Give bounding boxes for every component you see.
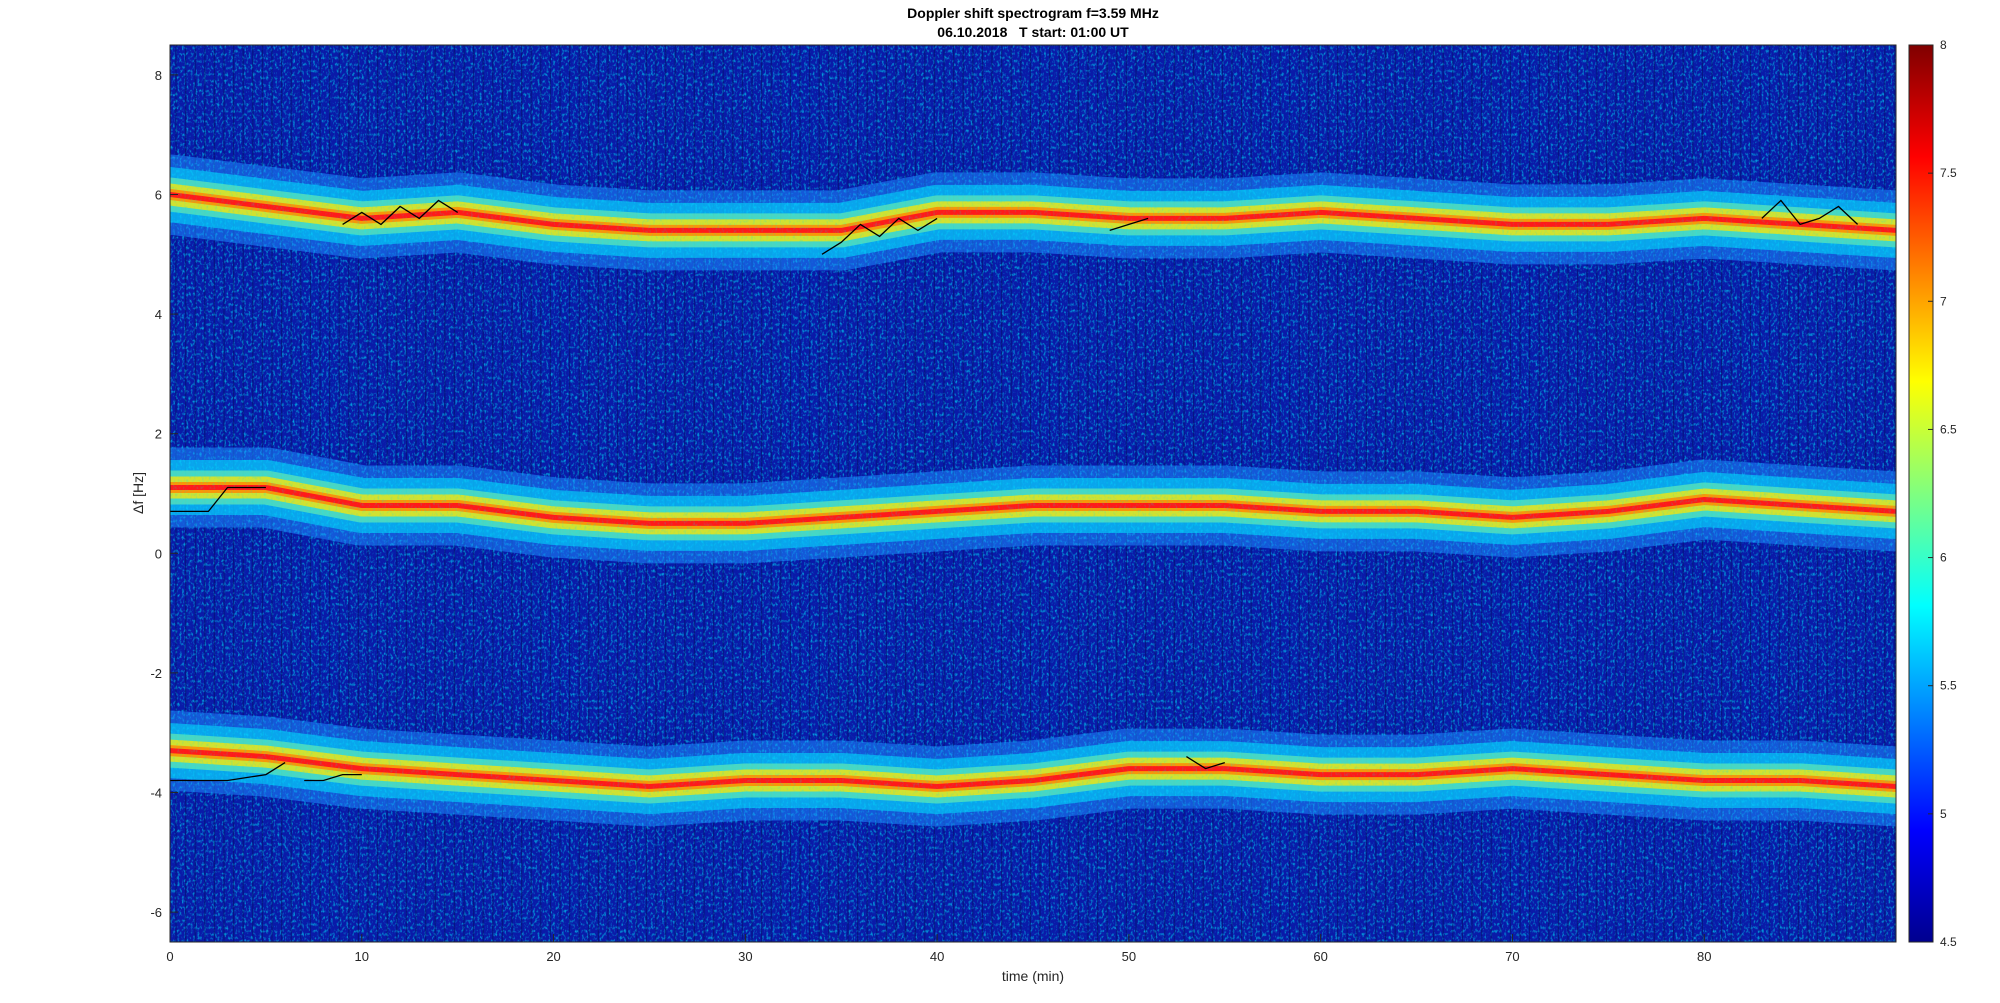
x-tick-label: 40 [930, 949, 944, 964]
y-tick-label: 2 [155, 427, 162, 442]
y-tick-label: 4 [155, 307, 162, 322]
colorbar-tick-label: 6 [1940, 551, 1947, 565]
x-tick-label: 70 [1505, 949, 1519, 964]
x-tick-label: 20 [546, 949, 560, 964]
signal-bands [170, 45, 1896, 942]
y-axis-label: Δf [Hz] [130, 472, 146, 514]
y-tick-label: -4 [150, 786, 162, 801]
spectrogram-area [170, 45, 1896, 942]
y-tick-label: 0 [155, 546, 162, 561]
trace-segment [821, 217, 938, 255]
x-tick-label: 60 [1313, 949, 1327, 964]
colorbar-strip [1908, 44, 1934, 943]
trace-segment [304, 773, 362, 782]
y-axis: -6 -4 -2 0 2 4 6 8 [150, 68, 178, 920]
x-axis-label: time (min) [1002, 968, 1064, 984]
colorbar-tick-label: 7.5 [1940, 166, 1957, 180]
y-tick-label: 6 [155, 188, 162, 203]
y-tick-label: 8 [155, 68, 162, 83]
plot-frame [169, 44, 1897, 943]
x-tick-label: 50 [1122, 949, 1136, 964]
trace-segment [170, 486, 266, 513]
chart-title: Doppler shift spectrogram f=3.59 MHz [907, 5, 1159, 21]
x-tick-label: 0 [166, 949, 173, 964]
colorbar-tick-label: 7 [1940, 294, 1947, 308]
colorbar: 4.5 5 5.5 6 6.5 7 7.5 8 [1908, 38, 1957, 949]
trace-segment [1109, 217, 1149, 232]
trace-lines [170, 199, 1859, 782]
y-tick-label: -2 [150, 666, 162, 681]
x-tick-label: 30 [738, 949, 752, 964]
chart-subtitle: 06.10.2018 T start: 01:00 UT [937, 24, 1129, 40]
trace-segment [1761, 199, 1859, 226]
y-tick-label: -6 [150, 905, 162, 920]
colorbar-tick-label: 8 [1940, 38, 1947, 52]
colorbar-tick-label: 5 [1940, 807, 1947, 821]
x-axis: 0 10 20 30 40 50 60 70 80 [166, 934, 1711, 964]
trace-segment [1186, 756, 1225, 770]
colorbar-tick-label: 4.5 [1940, 935, 1957, 949]
colorbar-ticks: 4.5 5 5.5 6 6.5 7 7.5 8 [1928, 38, 1957, 949]
x-tick-label: 10 [355, 949, 369, 964]
x-tick-label: 80 [1697, 949, 1711, 964]
colorbar-tick-label: 5.5 [1940, 679, 1957, 693]
trace-segment [170, 762, 286, 782]
colorbar-tick-label: 6.5 [1940, 422, 1957, 436]
noise-overlay [170, 45, 1896, 942]
trace-segment [342, 199, 459, 226]
